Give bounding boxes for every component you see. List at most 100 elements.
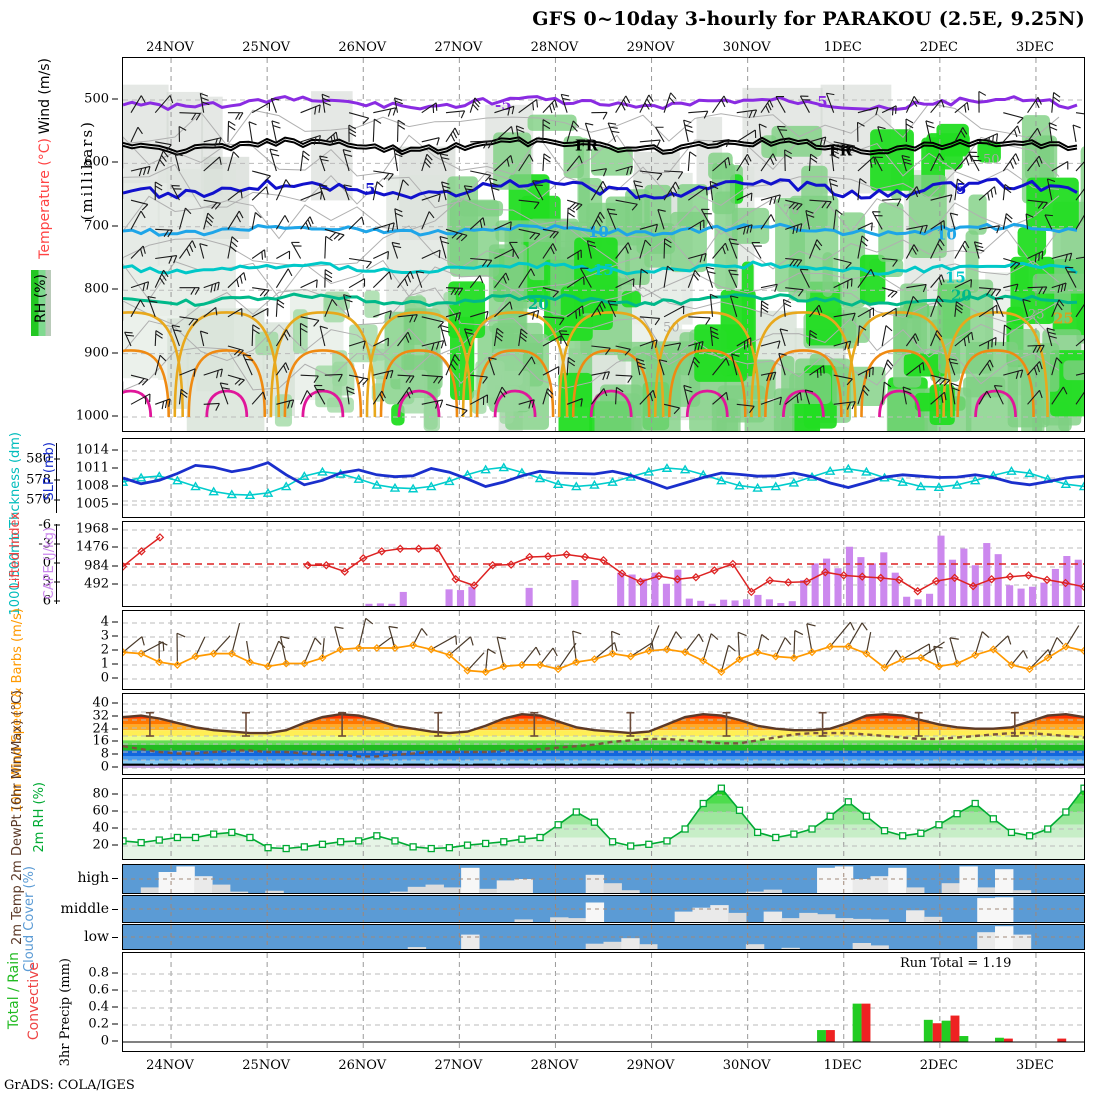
- y-tick-label: 1476: [76, 540, 118, 555]
- temp2m-panel: [122, 693, 1085, 775]
- cloud-cover-panel: [122, 864, 1085, 950]
- svg-text:5: 5: [365, 180, 375, 198]
- y-tick-label: 578: [26, 472, 60, 487]
- y-tick-label: 0: [101, 760, 118, 775]
- temp2m-plot: [123, 694, 1084, 774]
- cloud-cover-row-middle: [122, 895, 1085, 923]
- y-tick-label: 900: [84, 345, 118, 360]
- y-tick-label: 20: [92, 838, 118, 853]
- x-axis-label: 29NOV: [626, 40, 675, 55]
- y-tick-label: 32: [92, 708, 118, 723]
- svg-text:-5: -5: [811, 93, 828, 111]
- wind10m-panel: [122, 610, 1085, 690]
- y-tick-label: 1008: [76, 479, 118, 494]
- y-tick-label: 2: [101, 643, 118, 658]
- x-axis-label: 2DEC: [919, 1058, 958, 1073]
- x-axis-label: 30NOV: [722, 1058, 771, 1073]
- wind10m-plot: [123, 611, 1084, 689]
- x-axis-label: 30NOV: [722, 40, 771, 55]
- x-axis-label: 1DEC: [823, 1058, 862, 1073]
- rh-legend: RH (%): [33, 274, 49, 323]
- svg-text:25: 25: [1053, 310, 1074, 328]
- sounding-panel: 50 70 50 25 -5 -5 FR FR 5 5 10 10 15 15 20 20 25: [122, 57, 1085, 432]
- y-tick-label: 3: [43, 575, 60, 590]
- rh2m-panel: [122, 778, 1085, 860]
- x-axis-label: 27NOV: [434, 40, 483, 55]
- y-tick-label: 1005: [76, 497, 118, 512]
- svg-text:FR: FR: [575, 137, 599, 155]
- y-tick-label: 16: [92, 734, 118, 749]
- x-axis-label: 25NOV: [242, 40, 291, 55]
- svg-text:15: 15: [945, 269, 966, 287]
- svg-text:15: 15: [593, 261, 614, 279]
- x-axis-label: 24NOV: [146, 1058, 194, 1073]
- y-tick-label: 40: [92, 696, 118, 711]
- svg-text:25: 25: [1028, 308, 1045, 323]
- cape-ylabel: CAPE (J/kg): [42, 527, 57, 600]
- y-tick-label: 500: [84, 92, 118, 107]
- y-tick-label: 6: [43, 594, 60, 609]
- y-tick-label: 8: [101, 747, 118, 762]
- precip-yticks: 0.8 0.6 0.4 0.2 0: [60, 952, 118, 1052]
- x-axis-label: 26NOV: [338, 40, 387, 55]
- y-tick-label: 0.2: [88, 1017, 118, 1032]
- slp-ylabel: SLP (mb): [42, 442, 57, 501]
- svg-text:-5: -5: [495, 96, 512, 114]
- y-tick-label: -3: [38, 537, 60, 552]
- y-tick-label: 0.4: [88, 1000, 118, 1015]
- svg-text:5: 5: [956, 180, 966, 198]
- slp-yticks: 1014 1011 1008 1005: [60, 438, 118, 518]
- svg-text:10: 10: [588, 223, 609, 241]
- y-tick-label: 984: [84, 558, 118, 573]
- rh2m-ylabel: 2m RH (%): [32, 782, 47, 853]
- y-tick-label: 1968: [76, 522, 118, 537]
- x-axis-label: 1DEC: [823, 40, 862, 55]
- y-tick-label: 1: [101, 657, 118, 672]
- svg-text:20: 20: [528, 295, 549, 313]
- y-tick-label: 60: [92, 804, 118, 819]
- y-tick-label: 0.6: [88, 983, 118, 998]
- svg-text:50: 50: [983, 152, 1000, 167]
- x-axis-label: 28NOV: [530, 40, 579, 55]
- y-tick-label: 24: [92, 721, 118, 736]
- rh2m-plot: [123, 779, 1084, 859]
- wind-legend: Wind (m/s): [37, 58, 53, 135]
- y-tick-label: 1011: [76, 461, 118, 476]
- y-tick-label: 492: [84, 577, 118, 592]
- y-tick-label: 700: [84, 218, 118, 233]
- xaxis-labels-bottom: 24NOV 25NOV 26NOV 27NOV 28NOV 29NOV 30NOV 1DEC 2…: [0, 1058, 1100, 1074]
- precip-ylabel: 3hr Precip (mm): [58, 958, 73, 1067]
- cloud-cover-row-high: [122, 864, 1085, 894]
- y-tick-label: 4: [101, 615, 118, 630]
- lifted-index-yticks: -6 -3 0 3 6: [10, 518, 60, 609]
- svg-text:FR: FR: [829, 142, 853, 160]
- cape-yticks: 1968 1476 984 492: [60, 521, 118, 607]
- y-tick-label: middle: [61, 901, 118, 917]
- x-axis-label: 29NOV: [626, 1058, 675, 1073]
- temperature-legend: Temperature (°C): [37, 138, 53, 259]
- cloud-cover-row-low: [122, 924, 1085, 950]
- cloud-cover-ylabel: Cloud Cover (%): [22, 866, 37, 972]
- thickness-tick-line: [56, 443, 57, 513]
- sounding-yticks: 500 600 700 800 900 1000: [60, 57, 118, 432]
- slp-thickness-panel: [122, 438, 1085, 518]
- x-axis-label: 3DEC: [1015, 1058, 1055, 1073]
- y-tick-label: 3: [101, 629, 118, 644]
- y-tick-label: 40: [92, 821, 118, 836]
- page-title: GFS 0~10day 3-hourly for PARAKOU (2.5E, …: [532, 8, 1085, 30]
- cape-plot: [123, 522, 1084, 606]
- sounding-ylabel: (millibars): [78, 120, 96, 221]
- y-tick-label: 0: [101, 671, 118, 686]
- x-axis-label: 28NOV: [530, 1058, 579, 1073]
- y-tick-label: 576: [26, 493, 60, 508]
- y-tick-label: 580: [26, 452, 60, 467]
- y-tick-label: 80: [92, 787, 118, 802]
- footer-credit: GrADS: COLA/IGES: [4, 1078, 135, 1093]
- y-tick-label: 600: [84, 155, 118, 170]
- x-axis-label: 3DEC: [1015, 40, 1055, 55]
- y-tick-label: 1000: [76, 409, 118, 424]
- x-axis-label: 27NOV: [434, 1058, 483, 1073]
- precip-total-legend: Total / Rain: [6, 952, 22, 1030]
